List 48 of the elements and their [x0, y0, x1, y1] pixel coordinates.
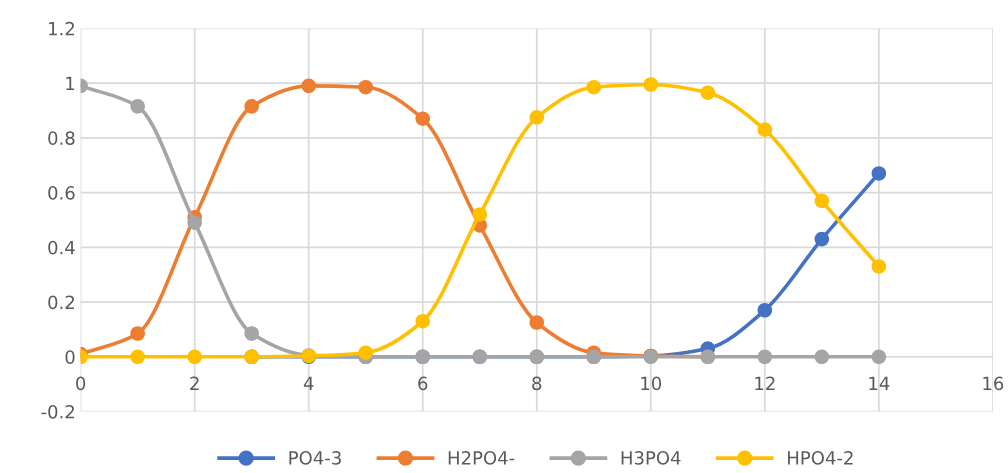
- point: [757, 302, 773, 318]
- x-tick-label: 2: [190, 376, 199, 390]
- point: [814, 349, 830, 365]
- y-tick-label: -0.2: [41, 404, 74, 419]
- point: [871, 166, 887, 181]
- y-tick-label: 0: [65, 350, 75, 364]
- y-tick-label: 0.4: [48, 240, 75, 255]
- point: [244, 326, 259, 341]
- x-tick-label: 12: [755, 376, 775, 390]
- point: [130, 99, 145, 114]
- point: [187, 349, 202, 365]
- point: [871, 259, 887, 274]
- point: [301, 78, 316, 94]
- point: [700, 85, 716, 100]
- point: [415, 111, 431, 126]
- x-tick-label: 4: [303, 376, 314, 390]
- point: [814, 193, 830, 209]
- point: [871, 349, 887, 365]
- point: [358, 345, 373, 360]
- point: [415, 313, 431, 329]
- x-tick-label: 0: [76, 376, 86, 391]
- x-tick-label: 14: [869, 376, 890, 390]
- point: [529, 315, 545, 330]
- x-tick-label: 6: [418, 376, 428, 391]
- point: [586, 79, 602, 95]
- legend-label: HPO4-2: [788, 451, 853, 465]
- y-tick-label: 1.2: [49, 21, 74, 36]
- x-tick-label: 10: [641, 376, 662, 391]
- legend-label: H3PO4: [621, 451, 681, 465]
- point: [130, 326, 145, 341]
- point: [757, 122, 773, 137]
- y-tick-label: 0.6: [48, 186, 75, 200]
- legend-label: PO4-3: [289, 451, 341, 465]
- point: [814, 231, 830, 247]
- point: [472, 207, 488, 222]
- y-tick-label: 0.2: [48, 295, 74, 310]
- y-tick-label: 1: [66, 76, 75, 90]
- x-tick-label: 16: [983, 376, 1004, 391]
- point: [130, 349, 145, 365]
- y-tick-label: 0.8: [48, 131, 75, 145]
- point: [757, 349, 773, 365]
- point: [244, 99, 259, 114]
- point: [358, 79, 373, 95]
- point: [643, 77, 659, 92]
- legend-label: H2PO4-: [448, 451, 515, 465]
- point: [187, 215, 202, 230]
- point: [529, 110, 545, 125]
- x-tick-label: 8: [532, 376, 542, 391]
